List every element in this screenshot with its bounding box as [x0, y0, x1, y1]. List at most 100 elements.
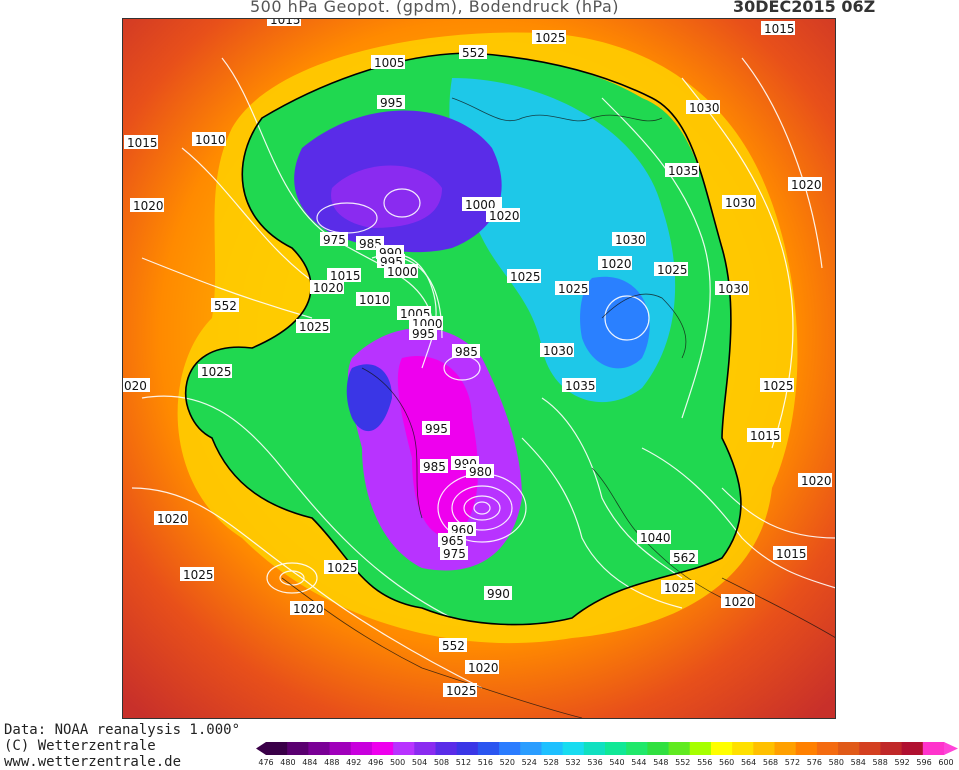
map-label: 1005	[371, 55, 405, 70]
map-label: 995	[422, 421, 450, 436]
svg-text:1020: 1020	[468, 661, 499, 675]
legend-tick-label: 484	[302, 758, 318, 767]
svg-text:1025: 1025	[763, 379, 794, 393]
svg-text:020: 020	[124, 379, 147, 393]
svg-text:1015: 1015	[764, 22, 795, 36]
legend-swatch	[710, 742, 733, 755]
legend-tick-label: 496	[368, 758, 384, 767]
legend-swatch	[520, 742, 542, 755]
svg-text:1020: 1020	[801, 474, 832, 488]
svg-text:1020: 1020	[293, 602, 324, 616]
map-label: 995	[377, 95, 405, 110]
legend-tick-label: 552	[675, 758, 691, 767]
legend-swatch	[922, 742, 945, 755]
svg-text:1030: 1030	[718, 282, 749, 296]
legend-tick-label: 488	[324, 758, 340, 767]
map-label: 1010	[356, 292, 390, 307]
legend-swatch	[287, 742, 309, 755]
legend-tick-label: 556	[697, 758, 713, 767]
legend-tick-label: 564	[740, 758, 757, 767]
legend-tick-label: 548	[653, 758, 669, 767]
legend-tick-label: 500	[389, 758, 406, 767]
legend-tick-label: 568	[762, 758, 779, 767]
map-label: 1020	[721, 594, 755, 609]
svg-text:1005: 1005	[374, 56, 405, 70]
legend-swatch	[435, 742, 458, 755]
map-label: 1025	[198, 364, 232, 379]
svg-text:1025: 1025	[327, 561, 358, 575]
map-label: 1020	[154, 511, 188, 526]
legend-tick-label: 532	[565, 758, 581, 767]
map-label: 1020	[486, 208, 520, 223]
map-label: 1020	[788, 177, 822, 192]
credits: Data: NOAA reanalysis 1.000° (C) Wetterz…	[4, 722, 240, 770]
legend-swatch	[499, 742, 521, 755]
legend-swatch	[371, 742, 394, 755]
svg-text:1020: 1020	[489, 209, 520, 223]
legend-swatch	[350, 742, 373, 755]
map-label: 1015	[773, 546, 807, 561]
map-label: 1025	[654, 262, 688, 277]
legend-tick-label: 572	[784, 758, 801, 767]
map-label: 1030	[722, 195, 756, 210]
svg-text:1015: 1015	[750, 429, 781, 443]
legend-tick-label: 504	[411, 758, 428, 767]
legend-tick-label: 508	[433, 758, 450, 767]
svg-text:965: 965	[441, 534, 464, 548]
map-label: 1015	[761, 21, 795, 36]
svg-text:1020: 1020	[724, 595, 755, 609]
map-label: 985	[420, 459, 448, 474]
map-label: 980	[466, 464, 494, 479]
svg-text:1020: 1020	[791, 178, 822, 192]
geopotential-contours	[184, 52, 742, 626]
svg-text:1020: 1020	[133, 199, 164, 213]
svg-text:980: 980	[469, 465, 492, 479]
svg-text:1025: 1025	[664, 581, 695, 595]
website-url: www.wetterzentrale.de	[4, 754, 182, 770]
legend-swatch	[859, 742, 881, 755]
legend-swatch	[795, 742, 818, 755]
svg-text:1020: 1020	[601, 257, 632, 271]
svg-text:1010: 1010	[359, 293, 390, 307]
chart-title: 500 hPa Geopot. (gpdm), Bodendruck (hPa)	[250, 0, 620, 16]
pressure-labels: 1015 1025 1015 1005 552 995 1030 1010 10…	[122, 18, 832, 698]
svg-text:552: 552	[462, 46, 485, 60]
svg-text:1040: 1040	[640, 531, 671, 545]
legend-swatch	[605, 742, 627, 755]
map-label: 1035	[665, 163, 699, 178]
legend-tick-label: 516	[477, 758, 493, 767]
legend-tick-label: 540	[609, 758, 625, 767]
geopotential-map: 1015 1025 1015 1005 552 995 1030 1010 10…	[122, 18, 836, 719]
legend-swatch	[647, 742, 670, 755]
map-label: 1025	[324, 560, 358, 575]
blue-low-east	[580, 276, 650, 369]
data-source-text: Data: NOAA reanalysis 1.000°	[4, 722, 241, 738]
svg-text:975: 975	[323, 233, 346, 247]
legend-tick-label: 512	[455, 758, 472, 767]
svg-text:1035: 1035	[565, 379, 596, 393]
color-legend-ticks: 476 480 484 488 492 496 500 504 508 512 516 520 524 5…	[258, 758, 953, 770]
legend-tick-label: 592	[894, 758, 910, 767]
svg-text:1035: 1035	[668, 164, 699, 178]
map-label: 1020	[290, 601, 324, 616]
svg-text:552: 552	[214, 299, 237, 313]
map-label: 1025	[443, 683, 477, 698]
svg-text:1015: 1015	[330, 269, 361, 283]
legend-arrow-left	[256, 742, 266, 755]
svg-text:990: 990	[487, 587, 510, 601]
map-label: 1025	[555, 281, 589, 296]
map-label: 1030	[686, 100, 720, 115]
date-stamp: 30DEC2015 06Z	[733, 0, 876, 16]
legend-tick-label: 588	[872, 758, 888, 767]
legend-tick-label: 524	[521, 758, 537, 767]
map-label: 1030	[540, 343, 574, 358]
legend-swatch	[329, 742, 352, 755]
legend-swatch	[583, 742, 606, 755]
copyright-text: (C) Wetterzentrale	[4, 738, 156, 754]
legend-tick-label: 560	[719, 758, 735, 767]
map-label: 1040	[637, 530, 671, 545]
legend-swatch	[414, 742, 436, 755]
map-label: 1025	[760, 378, 794, 393]
map-label: 1020	[798, 473, 832, 488]
svg-text:562: 562	[673, 551, 696, 565]
